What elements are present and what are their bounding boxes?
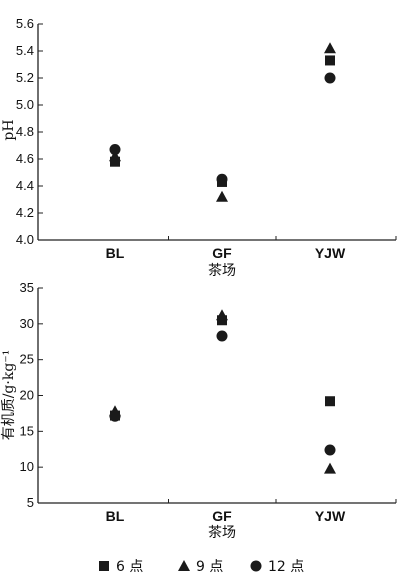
y-tick-label: 5.4 xyxy=(16,43,34,58)
y-tick-label: 30 xyxy=(20,316,34,331)
y-tick-label: 4.2 xyxy=(16,205,34,220)
y-tick-label: 15 xyxy=(20,423,34,438)
data-point-circle xyxy=(216,173,228,185)
ph-chart: 4.0 4.2 4.4 4.6 4.8 5.0 5.2 5.4 5.6 BL GF YJW 茶场 pH xyxy=(1,16,397,279)
x-axis-title: 茶场 xyxy=(208,263,236,279)
legend-marker-circle xyxy=(250,560,262,572)
data-point-triangle xyxy=(216,309,228,321)
y-tick-label: 35 xyxy=(20,280,34,295)
y-tick-label: 25 xyxy=(20,352,34,367)
y-tick-label: 5.6 xyxy=(16,16,34,31)
data-point-square xyxy=(325,396,335,407)
y-tick-label: 10 xyxy=(20,459,34,474)
legend-label: 12 点 xyxy=(268,559,304,575)
data-point-circle xyxy=(324,72,336,84)
data-point-square xyxy=(110,156,120,167)
legend-marker-triangle xyxy=(178,560,190,571)
data-point-circle xyxy=(109,410,121,422)
legend-label: 9 点 xyxy=(196,559,223,575)
legend-label: 6 点 xyxy=(116,559,143,575)
y-axis-title: pH xyxy=(1,119,17,140)
data-point-triangle xyxy=(109,150,121,162)
y-tick-label: 4.8 xyxy=(16,124,34,139)
y-tick-label: 20 xyxy=(20,388,34,403)
data-point-circle xyxy=(324,444,336,456)
y-tick-label: 4.0 xyxy=(16,232,34,247)
y-axis-title: 有机质/g·kg⁻¹ xyxy=(1,350,17,441)
data-point-triangle xyxy=(216,190,228,202)
y-tick-label: 4.4 xyxy=(16,178,34,193)
data-point-triangle xyxy=(324,462,336,474)
data-point-circle xyxy=(216,330,228,342)
x-category-label: BL xyxy=(106,245,125,261)
y-tick-label: 5 xyxy=(27,495,34,510)
data-point-square xyxy=(325,55,335,66)
data-point-triangle xyxy=(324,42,336,54)
y-tick-label: 5.2 xyxy=(16,70,34,85)
x-axis-title: 茶场 xyxy=(208,525,236,541)
legend-marker-square xyxy=(99,561,109,571)
legend: 6 点 9 点 12 点 xyxy=(99,559,304,575)
data-point-square xyxy=(217,315,227,326)
x-category-label: GF xyxy=(212,245,232,261)
data-point-circle xyxy=(109,144,121,156)
x-category-label: GF xyxy=(212,508,232,524)
x-category-label: YJW xyxy=(315,245,346,261)
x-category-label: BL xyxy=(106,508,125,524)
x-category-label: YJW xyxy=(315,508,346,524)
y-tick-label: 4.6 xyxy=(16,151,34,166)
y-tick-label: 5.0 xyxy=(16,97,34,112)
organic-matter-chart: 5 10 15 20 25 30 35 BL GF YJW 茶场 有机质/g·kg⁻¹ xyxy=(1,280,397,541)
